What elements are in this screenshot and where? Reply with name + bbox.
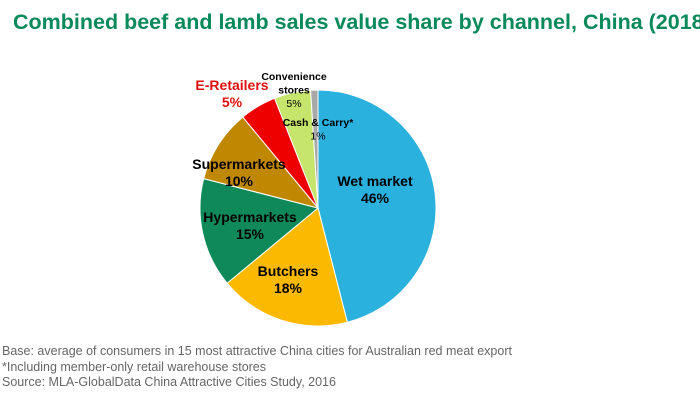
footnote-source: Source: MLA-GlobalData China Attractive …	[2, 375, 336, 389]
slice-value-convenience-stores: 5%	[286, 98, 301, 110]
footnote-member-only: *Including member-only retail warehouse …	[2, 359, 267, 374]
slice-label-hypermarkets: Hypermarkets	[203, 209, 297, 225]
slice-label-e-retailers: E-Retailers	[195, 77, 268, 93]
slice-value-e-retailers: 5%	[222, 94, 243, 110]
slice-label-supermarkets: Supermarkets	[192, 156, 286, 172]
slice-label-wet-market: Wet market	[337, 173, 413, 189]
pie-slice-supermarkets	[203, 116, 320, 209]
footnote-base: Base: average of consumers in 15 most at…	[2, 344, 512, 358]
footnotes: Base: average of consumers in 15 most at…	[2, 344, 512, 391]
slice-value-cash-carry: 1%	[310, 131, 325, 143]
slice-value-supermarkets: 10%	[225, 173, 254, 189]
slice-value-wet-market: 46%	[361, 190, 390, 206]
pie-slice-hypermarkets	[199, 178, 320, 284]
slice-value-hypermarkets: 15%	[236, 226, 265, 242]
slice-value-butchers: 18%	[274, 280, 303, 296]
slice-label-butchers: Butchers	[258, 263, 319, 279]
slice-label-convenience-stores: Convenience stores	[261, 71, 327, 97]
pie-slice-wet-market	[317, 89, 437, 323]
chart-title: Combined beef and lamb sales value share…	[13, 10, 700, 34]
pie-slice-cash-carry	[310, 89, 319, 209]
slice-label-cash-carry: Cash & Carry*	[283, 117, 355, 129]
pie-slice-butchers	[226, 207, 348, 327]
